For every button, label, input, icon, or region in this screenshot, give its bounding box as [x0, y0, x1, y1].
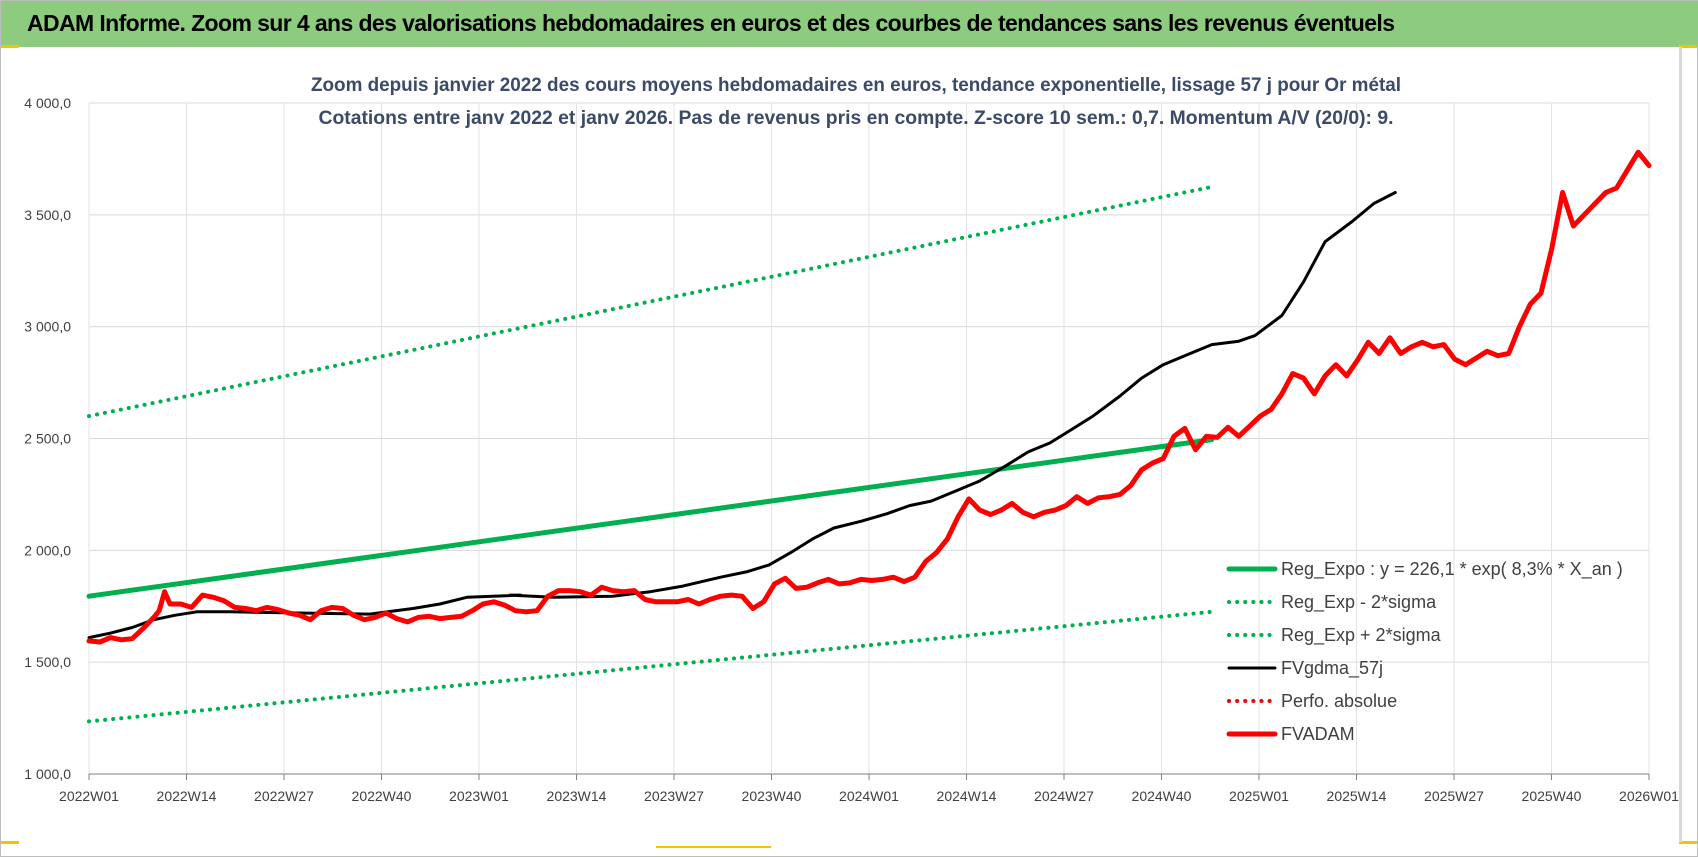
- legend-label: Perfo. absolue: [1281, 691, 1397, 711]
- y-tick-label: 1 500,0: [24, 654, 71, 670]
- x-tick-label: 2026W01: [1619, 788, 1679, 804]
- x-tick-label: 2022W27: [254, 788, 314, 804]
- chart-legend: Reg_Expo : y = 226,1 * exp( 8,3% * X_an …: [1226, 559, 1623, 744]
- series-line-fvgdma-57j: [87, 191, 1397, 640]
- y-tick-label: 3 500,0: [24, 207, 71, 223]
- x-tick-label: 2024W14: [937, 788, 997, 804]
- y-tick-label: 3 000,0: [24, 319, 71, 335]
- x-axis: 2022W01 2022W14 2022W27 2022W40 2023W01 2023W…: [59, 773, 1679, 804]
- series-line-reg-expo-y-226-1-exp-8-3-x-an: [86, 437, 1215, 599]
- chart-title: Zoom depuis janvier 2022 des cours moyen…: [311, 75, 1401, 96]
- legend-label: FVgdma_57j: [1281, 658, 1383, 679]
- page-title: ADAM Informe. Zoom sur 4 ans des valoris…: [27, 10, 1395, 36]
- x-tick-label: 2022W14: [157, 788, 217, 804]
- y-tick-label: 4 000,0: [24, 95, 71, 111]
- series-line-reg-exp-2-sigma: [87, 609, 1214, 724]
- series-line-reg-exp-2-sigma: [87, 184, 1214, 419]
- x-tick-label: 2025W01: [1229, 788, 1289, 804]
- corner-mark: [1, 45, 19, 48]
- legend-label: FVADAM: [1281, 724, 1355, 744]
- x-tick-label: 2025W40: [1522, 788, 1582, 804]
- corner-mark: [656, 846, 771, 848]
- x-tick-label: 2025W27: [1424, 788, 1484, 804]
- chart-subtitle: Cotations entre janv 2022 et janv 2026. …: [319, 108, 1394, 129]
- corner-mark: [1, 841, 19, 844]
- x-tick-label: 2023W27: [644, 788, 704, 804]
- y-tick-label: 2 000,0: [24, 542, 71, 558]
- chart-grid: [88, 102, 1650, 775]
- x-tick-label: 2022W40: [352, 788, 412, 804]
- corner-mark: [1679, 45, 1697, 48]
- x-tick-label: 2022W01: [59, 788, 119, 804]
- series-line-fvadam: [86, 149, 1652, 645]
- legend-label: Reg_Exp - 2*sigma: [1281, 592, 1437, 613]
- y-axis: 1 000,0 1 500,0 2 000,0 2 500,0 3 000,0 3 500…: [24, 95, 71, 782]
- corner-mark: [1679, 47, 1682, 842]
- y-tick-label: 2 500,0: [24, 431, 71, 447]
- header-banner: ADAM Informe. Zoom sur 4 ans des valoris…: [1, 1, 1698, 47]
- x-tick-label: 2023W01: [449, 788, 509, 804]
- x-tick-label: 2025W14: [1327, 788, 1387, 804]
- x-tick-label: 2024W27: [1034, 788, 1094, 804]
- x-tick-label: 2024W01: [839, 788, 899, 804]
- x-tick-label: 2024W40: [1132, 788, 1192, 804]
- y-tick-label: 1 000,0: [24, 766, 71, 782]
- x-tick-label: 2023W40: [742, 788, 802, 804]
- legend-label: Reg_Exp + 2*sigma: [1281, 625, 1442, 646]
- legend-label: Reg_Expo : y = 226,1 * exp( 8,3% * X_an …: [1281, 559, 1623, 580]
- corner-mark: [1679, 841, 1697, 844]
- x-tick-label: 2023W14: [547, 788, 607, 804]
- chart-series: [86, 149, 1652, 724]
